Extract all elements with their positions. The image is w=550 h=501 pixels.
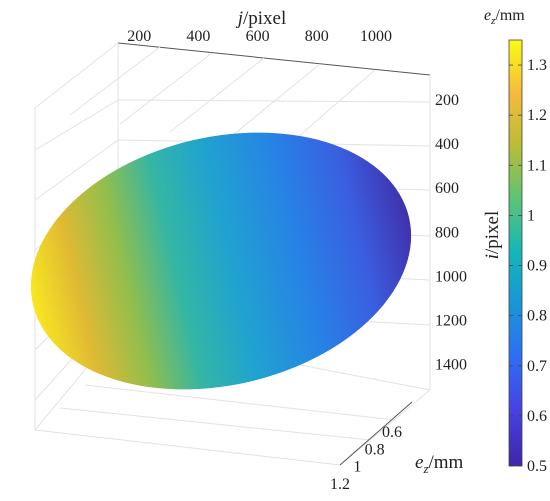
ez-tick-1.2: 1.2 (330, 476, 350, 493)
colorbar-tick-0.7: 0.7 (527, 358, 547, 375)
colorbar: ez/mm 0.5 0.6 0.7 0.8 0.9 1 1.1 1.2 1.3 (484, 7, 547, 475)
j-axis-label: j/pixel (235, 8, 287, 29)
i-tick-1200: 1200 (435, 313, 467, 330)
colorbar-tick-0.5: 0.5 (527, 458, 547, 475)
j-tick-400: 400 (186, 28, 210, 45)
ez-tick-0.6: 0.6 (382, 424, 402, 441)
j-tick-800: 800 (305, 28, 329, 45)
colorbar-label: ez/mm (484, 7, 525, 27)
colorbar-tick-labels: 0.5 0.6 0.7 0.8 0.9 1 1.1 1.2 1.3 (509, 57, 547, 475)
colorbar-tick-0.9: 0.9 (527, 258, 547, 275)
i-axis-label: i/pixel (482, 211, 503, 260)
colorbar-tick-1.2: 1.2 (527, 107, 547, 124)
i-tick-800: 800 (435, 224, 459, 241)
i-tick-labels: 200 400 600 800 1000 1200 1400 (435, 92, 467, 374)
colorbar-tick-1.3: 1.3 (527, 57, 547, 74)
j-tick-200: 200 (127, 28, 151, 45)
i-axis: 200 400 600 800 1000 1200 1400 i/pixel (435, 92, 503, 374)
i-tick-1400: 1400 (435, 357, 467, 374)
ez-axis-label: ez/mm (415, 452, 464, 476)
i-tick-600: 600 (435, 180, 459, 197)
j-tick-1000: 1000 (360, 28, 392, 45)
colorbar-gradient-bar (508, 39, 523, 467)
ez-tick-0.8: 0.8 (365, 441, 385, 458)
ez-axis: 0.60.811.2 ez/mm (330, 424, 464, 493)
j-axis: j/pixel 200 400 600 800 1000 (127, 8, 392, 45)
colorbar-tick-1: 1 (527, 207, 535, 224)
i-tick-200: 200 (435, 92, 459, 109)
colorbar-tick-0.6: 0.6 (527, 408, 547, 425)
surface-ellipse (30, 132, 412, 390)
i-tick-1000: 1000 (435, 268, 467, 285)
j-tick-600: 600 (246, 28, 270, 45)
i-tick-400: 400 (435, 136, 459, 153)
ez-tick-1: 1 (353, 459, 361, 476)
ez-tick-labels: 0.60.811.2 (330, 424, 402, 493)
j-tick-labels: 200 400 600 800 1000 (127, 28, 392, 45)
colorbar-tick-1.1: 1.1 (527, 157, 547, 174)
colorbar-tick-0.8: 0.8 (527, 308, 547, 325)
